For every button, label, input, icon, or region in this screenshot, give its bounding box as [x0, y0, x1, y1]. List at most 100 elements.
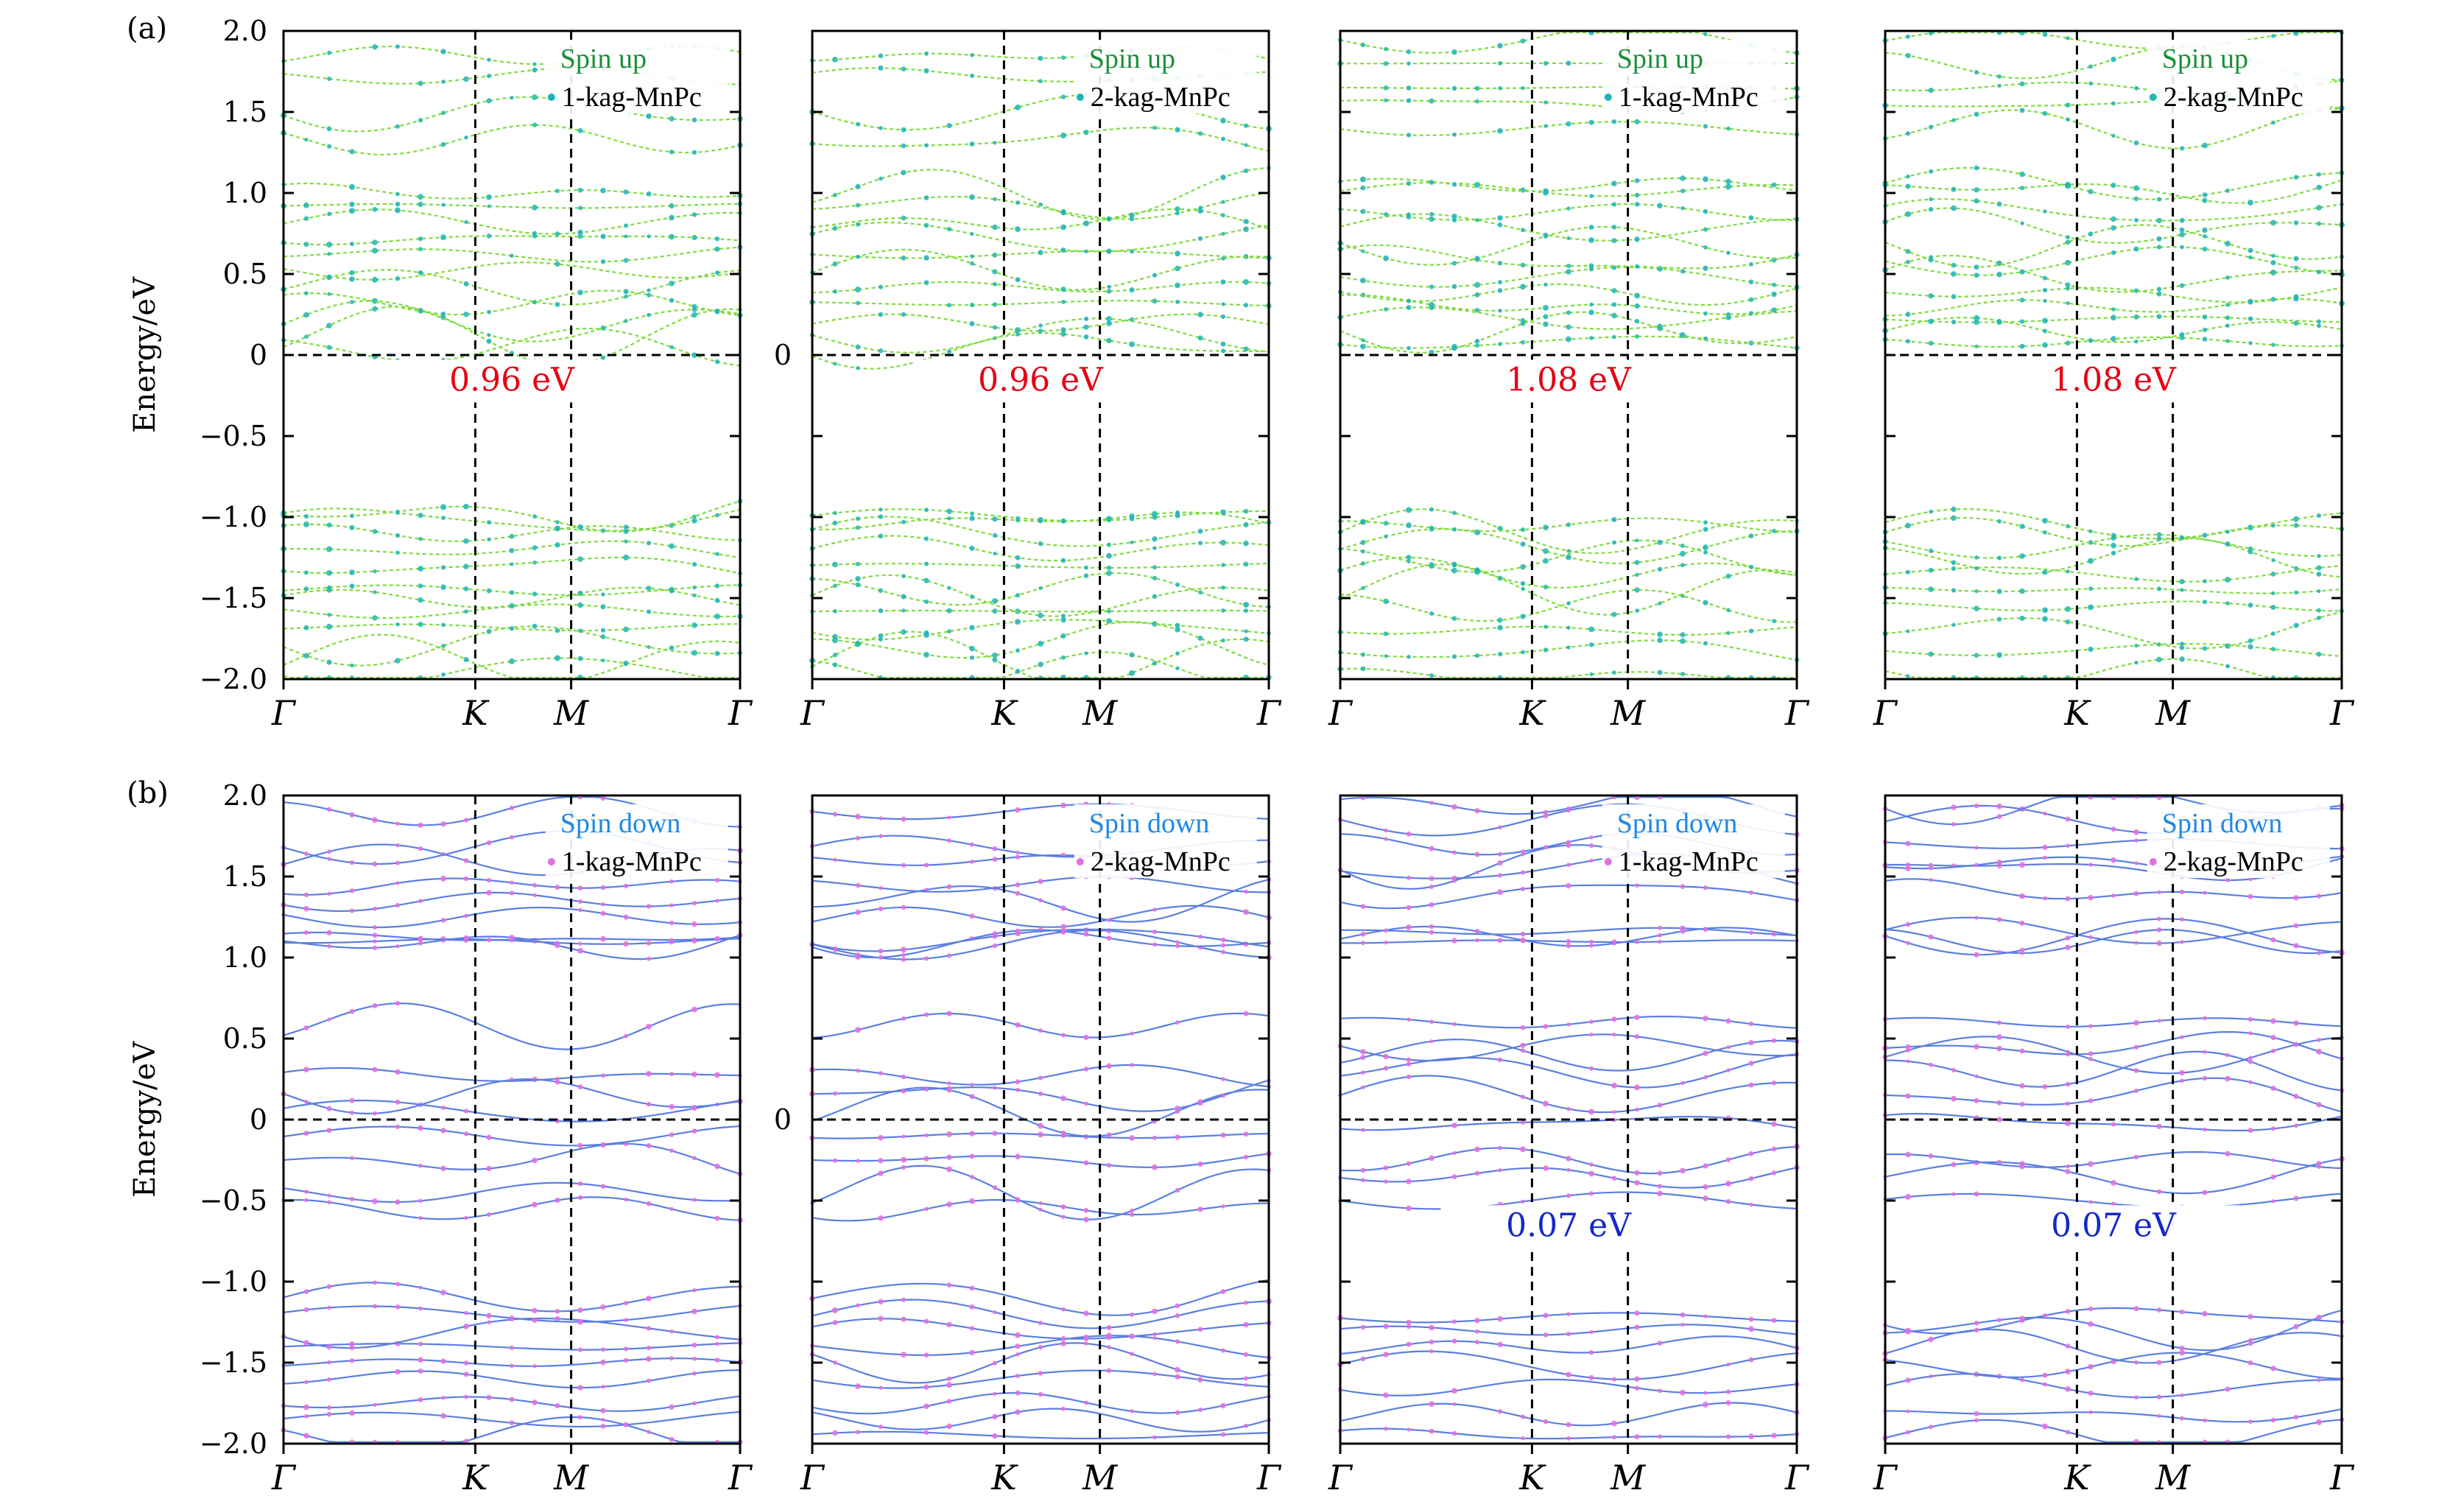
band-weight-dot: [2316, 1419, 2322, 1425]
band-weight-dot: [1383, 521, 1389, 526]
band-weight-dot: [2270, 572, 2276, 577]
band-weight-dot: [2316, 221, 2322, 226]
band-weight-dot: [441, 80, 446, 84]
band-weight-dot: [372, 306, 378, 312]
band-weight-dot: [1220, 175, 1226, 180]
band-weight-dot: [691, 622, 697, 628]
band-weight-dot: [1905, 339, 1911, 344]
band-weight-dot: [1543, 809, 1549, 815]
band-weight-dot: [1906, 1409, 1910, 1413]
band-weight-dot: [441, 1106, 446, 1110]
band-weight-dot: [487, 57, 491, 62]
band-weight-dot: [1566, 938, 1571, 944]
band-weight-dot: [1015, 200, 1021, 206]
band-line: [283, 67, 741, 85]
band-weight-dot: [349, 1196, 355, 1202]
band-weight-dot: [2317, 615, 2321, 620]
band-weight-dot: [1566, 943, 1571, 949]
band-line: [1340, 225, 1798, 266]
band-weight-dot: [464, 136, 468, 140]
band-weight-dot: [946, 349, 952, 354]
band-weight-dot: [946, 1399, 952, 1404]
band-weight-dot: [1974, 1327, 1979, 1333]
band-weight-dot: [1474, 929, 1480, 934]
band-weight-dot: [1703, 885, 1708, 890]
band-weight-dot: [2317, 554, 2321, 558]
band-line: [1340, 539, 1798, 576]
band-weight-dot: [600, 604, 606, 610]
band-weight-dot: [304, 851, 309, 857]
band-weight-dot: [1429, 284, 1435, 289]
band-weight-dot: [1361, 549, 1365, 554]
band-weight-dot: [969, 545, 975, 551]
band-weight-dot: [395, 658, 401, 664]
band-weight-dot: [832, 561, 838, 568]
band-weight-dot: [992, 846, 998, 851]
band-weight-dot: [1611, 225, 1617, 230]
band-weight-dot: [1634, 202, 1640, 207]
band-weight-dot: [1951, 1192, 1956, 1196]
band-weight-dot: [1588, 237, 1594, 243]
band-weight-dot: [1015, 1197, 1021, 1202]
band-weight-dot: [395, 902, 401, 908]
band-weight-dot: [303, 1340, 309, 1346]
y-tick-label: −1.0: [200, 1265, 267, 1298]
band-weight-dot: [992, 1360, 998, 1366]
band-weight-dot: [1974, 863, 1979, 868]
band-weight-dot: [1996, 555, 2002, 561]
band-weight-dot: [1589, 858, 1594, 863]
band-weight-dot: [992, 269, 998, 275]
band-weight-dot: [2270, 219, 2276, 226]
band-line: [283, 586, 741, 608]
band-weight-dot: [2225, 339, 2230, 343]
band-weight-dot: [1634, 119, 1640, 124]
band-weight-dot: [969, 1094, 975, 1100]
band-line: [1340, 213, 1798, 242]
band-weight-dot: [669, 116, 675, 122]
band-weight-dot: [2180, 1035, 2184, 1039]
band-weight-dot: [1905, 249, 1911, 254]
band-weight-dot: [2202, 197, 2208, 203]
band-weight-dot: [624, 1197, 628, 1202]
band-weight-dot: [1452, 1151, 1457, 1155]
band-weight-dot: [1015, 327, 1021, 334]
band-weight-dot: [2180, 940, 2184, 944]
band-weight-dot: [832, 225, 838, 231]
band-weight-dot: [532, 1157, 538, 1164]
band-weight-dot: [2156, 1307, 2162, 1313]
band-weight-dot: [2133, 140, 2139, 146]
band-weight-dot: [923, 1403, 929, 1410]
band-weight-dot: [856, 1430, 860, 1435]
band-weight-dot: [486, 938, 492, 943]
band-weight-dot: [1198, 934, 1203, 939]
band-weight-dot: [1771, 1121, 1777, 1127]
band-weight-dot: [2180, 588, 2184, 592]
band-weight-dot: [1429, 902, 1435, 907]
band-weight-dot: [1152, 1164, 1158, 1170]
band-weight-dot: [1725, 183, 1731, 190]
band-weight-dot: [624, 234, 628, 239]
band-weight-dot: [2247, 316, 2253, 322]
band-weight-dot: [970, 261, 974, 266]
band-weight-dot: [2088, 1098, 2094, 1103]
band-weight-dot: [646, 292, 652, 298]
band-weight-dot: [901, 946, 907, 953]
band-weight-dot: [2156, 536, 2162, 541]
band-weight-dot: [2042, 287, 2048, 293]
band-weight-dot: [1429, 1019, 1434, 1025]
bands: [281, 43, 743, 681]
band-weight-dot: [1497, 617, 1503, 623]
band-weight-dot: [1083, 324, 1089, 330]
band-weight-dot: [1015, 1087, 1020, 1092]
band-weight-dot: [350, 663, 354, 668]
band-weight-dot: [623, 883, 629, 889]
band-weight-dot: [1905, 569, 1911, 575]
band-weight-dot: [1015, 1352, 1020, 1357]
band-weight-dot: [1475, 218, 1479, 222]
band-weight-dot: [326, 546, 332, 552]
band-weight-dot: [2180, 917, 2184, 922]
band-weight-dot: [624, 539, 628, 544]
band-weight-dot: [1383, 85, 1389, 91]
band-weight-dot: [1175, 944, 1180, 949]
band-weight-dot: [1680, 269, 1686, 274]
